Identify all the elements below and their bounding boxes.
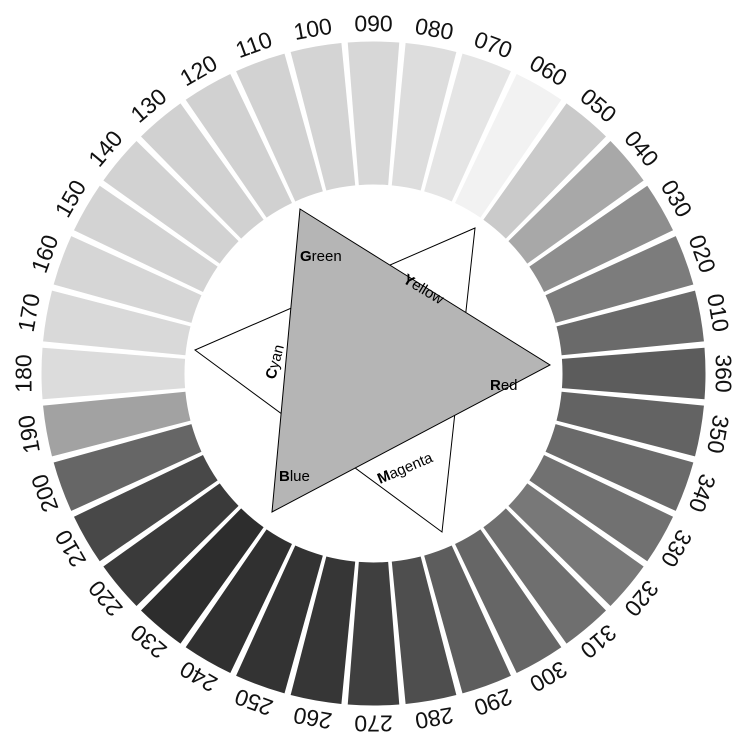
hue-segment-340 <box>545 424 694 511</box>
hue-label-170: 170 <box>13 292 45 334</box>
hue-segment-300 <box>455 529 562 674</box>
hue-label-180: 180 <box>11 354 37 392</box>
hue-segment-020 <box>545 236 694 323</box>
hue-segment-130 <box>141 103 264 239</box>
hue-label-250: 250 <box>231 684 276 722</box>
hue-label-100: 100 <box>292 13 334 45</box>
hue-label-090: 090 <box>354 11 392 37</box>
hue-segment-320 <box>508 483 644 606</box>
hue-label-350: 350 <box>702 413 734 455</box>
hue-segment-350 <box>556 391 704 457</box>
label-cyan: Cyan <box>262 343 287 381</box>
hue-segment-080 <box>391 43 457 191</box>
hue-label-360: 360 <box>711 354 737 392</box>
hue-label-160: 160 <box>26 231 64 276</box>
hue-label-280: 280 <box>413 702 455 734</box>
hue-segment-140 <box>103 141 239 264</box>
hue-label-290: 290 <box>471 684 516 722</box>
hue-label-020: 020 <box>684 231 722 276</box>
hue-segment-290 <box>424 545 511 694</box>
hue-segment-240 <box>185 529 292 674</box>
color-triangles <box>194 208 552 533</box>
hue-segment-010 <box>556 290 704 356</box>
hue-segment-100 <box>290 43 356 191</box>
hue-label-080: 080 <box>413 13 455 45</box>
label-blue: Blue <box>279 468 310 485</box>
hue-segment-110 <box>236 53 323 202</box>
hue-segment-060 <box>455 73 562 218</box>
additive-triangle <box>271 208 552 513</box>
hue-segment-180 <box>41 347 186 400</box>
hue-label-110: 110 <box>232 26 275 63</box>
hue-segment-120 <box>185 73 292 218</box>
hue-label-200: 200 <box>26 471 64 516</box>
hue-label-270: 270 <box>354 711 392 737</box>
label-red: Red <box>490 377 518 394</box>
hue-segment-220 <box>103 483 239 606</box>
hue-segment-330 <box>529 455 674 562</box>
hue-segment-200 <box>53 424 202 511</box>
hue-segment-260 <box>290 556 356 704</box>
hue-label-010: 010 <box>702 292 734 334</box>
hue-segment-230 <box>141 508 264 644</box>
hue-segment-310 <box>483 508 606 644</box>
hue-label-340: 340 <box>684 471 722 516</box>
hue-label-190: 190 <box>13 413 45 455</box>
hue-segment-210 <box>73 455 218 562</box>
hue-segment-090 <box>347 41 400 186</box>
hue-segment-040 <box>508 141 644 264</box>
hue-label-260: 260 <box>292 702 334 734</box>
hue-segment-160 <box>53 236 202 323</box>
hue-segment-280 <box>391 556 457 704</box>
label-green: Green <box>300 248 342 265</box>
hue-ring <box>41 41 706 706</box>
hue-segment-360 <box>561 347 706 400</box>
hue-segment-150 <box>73 185 218 292</box>
hue-segment-030 <box>529 185 674 292</box>
hue-segment-050 <box>483 103 606 239</box>
hue-segment-070 <box>424 53 511 202</box>
hue-segment-250 <box>236 545 323 694</box>
hue-segment-270 <box>347 561 400 706</box>
hue-segment-170 <box>43 290 191 356</box>
hue-label-070: 070 <box>471 26 516 64</box>
hue-segment-190 <box>43 391 191 457</box>
